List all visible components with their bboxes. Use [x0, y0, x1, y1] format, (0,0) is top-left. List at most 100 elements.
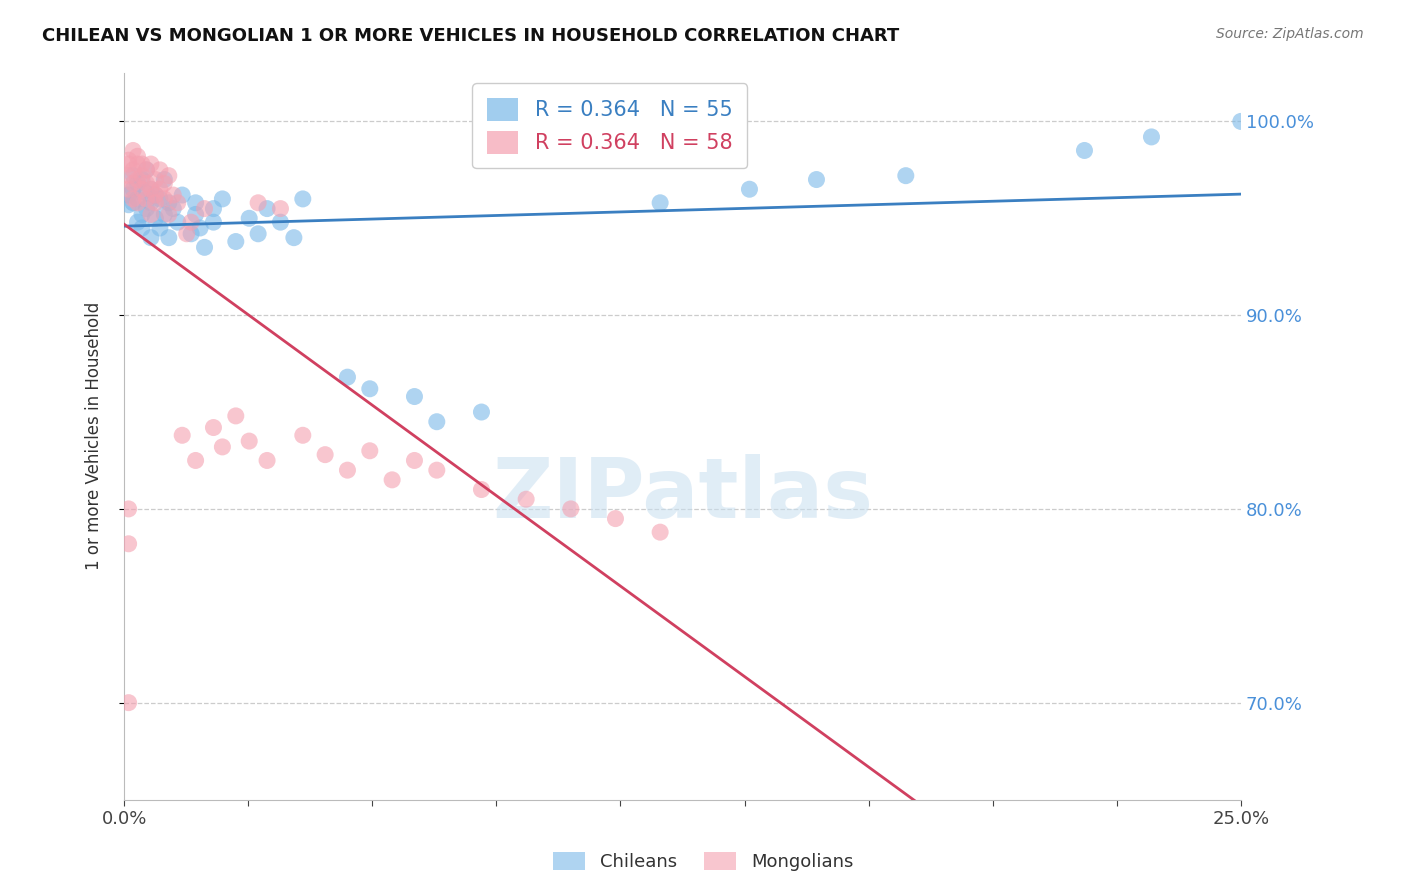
Point — [131, 182, 153, 196]
Point — [157, 169, 180, 183]
Point — [127, 195, 149, 210]
Point — [225, 235, 247, 249]
Point — [806, 172, 828, 186]
Point — [515, 492, 537, 507]
Text: CHILEAN VS MONGOLIAN 1 OR MORE VEHICLES IN HOUSEHOLD CORRELATION CHART: CHILEAN VS MONGOLIAN 1 OR MORE VEHICLES … — [42, 27, 900, 45]
Point — [184, 207, 207, 221]
Point — [117, 198, 139, 212]
Point — [117, 537, 139, 551]
Text: Source: ZipAtlas.com: Source: ZipAtlas.com — [1216, 27, 1364, 41]
Point — [291, 428, 314, 442]
Point — [127, 149, 149, 163]
Point — [283, 230, 305, 244]
Point — [247, 195, 270, 210]
Point — [172, 428, 194, 442]
Point — [184, 195, 207, 210]
Point — [135, 162, 157, 177]
Point — [211, 192, 233, 206]
Point — [127, 172, 149, 186]
Point — [1230, 114, 1253, 128]
Point — [314, 448, 336, 462]
Point — [738, 182, 761, 196]
Point — [153, 192, 176, 206]
Point — [122, 192, 145, 206]
Point — [117, 153, 139, 168]
Point — [117, 502, 139, 516]
Point — [153, 172, 176, 186]
Point — [131, 207, 153, 221]
Point — [135, 192, 157, 206]
Point — [404, 453, 426, 467]
Point — [426, 463, 449, 477]
Point — [894, 169, 917, 183]
Point — [650, 525, 672, 540]
Point — [180, 227, 202, 241]
Point — [117, 182, 139, 196]
Point — [269, 215, 291, 229]
Point — [135, 186, 157, 200]
Text: ZIPatlas: ZIPatlas — [492, 454, 873, 535]
Point — [188, 221, 211, 235]
Point — [162, 188, 184, 202]
Point — [247, 227, 270, 241]
Point — [172, 188, 194, 202]
Point — [122, 182, 145, 196]
Point — [139, 182, 162, 196]
Point — [145, 188, 167, 202]
Point — [149, 192, 172, 206]
Point — [153, 177, 176, 191]
Point — [131, 157, 153, 171]
Point — [122, 195, 145, 210]
Point — [117, 157, 139, 171]
Point — [139, 195, 162, 210]
Point — [404, 390, 426, 404]
Point — [131, 221, 153, 235]
Point — [139, 207, 162, 221]
Point — [202, 202, 225, 216]
Point — [470, 405, 492, 419]
Point — [202, 420, 225, 434]
Point — [211, 440, 233, 454]
Point — [145, 188, 167, 202]
Point — [127, 177, 149, 191]
Point — [122, 162, 145, 177]
Legend: Chileans, Mongolians: Chileans, Mongolians — [546, 845, 860, 879]
Point — [149, 182, 172, 196]
Point — [336, 370, 359, 384]
Point — [1140, 129, 1163, 144]
Point — [117, 188, 139, 202]
Point — [131, 172, 153, 186]
Point — [127, 157, 149, 171]
Point — [145, 211, 167, 226]
Point — [117, 169, 139, 183]
Point — [560, 502, 582, 516]
Point — [145, 195, 167, 210]
Legend: R = 0.364   N = 55, R = 0.364   N = 58: R = 0.364 N = 55, R = 0.364 N = 58 — [472, 83, 748, 169]
Point — [269, 202, 291, 216]
Point — [153, 207, 176, 221]
Point — [202, 215, 225, 229]
Point — [426, 415, 449, 429]
Point — [131, 169, 153, 183]
Point — [184, 453, 207, 467]
Point — [127, 215, 149, 229]
Point — [238, 434, 260, 449]
Point — [122, 144, 145, 158]
Point — [135, 177, 157, 191]
Point — [149, 221, 172, 235]
Point — [157, 195, 180, 210]
Point — [193, 240, 215, 254]
Point — [470, 483, 492, 497]
Point — [117, 696, 139, 710]
Point — [359, 382, 381, 396]
Point — [180, 215, 202, 229]
Point — [193, 202, 215, 216]
Point — [225, 409, 247, 423]
Point — [162, 202, 184, 216]
Point — [139, 182, 162, 196]
Point — [149, 162, 172, 177]
Point — [176, 227, 198, 241]
Point — [135, 162, 157, 177]
Point — [122, 169, 145, 183]
Point — [291, 192, 314, 206]
